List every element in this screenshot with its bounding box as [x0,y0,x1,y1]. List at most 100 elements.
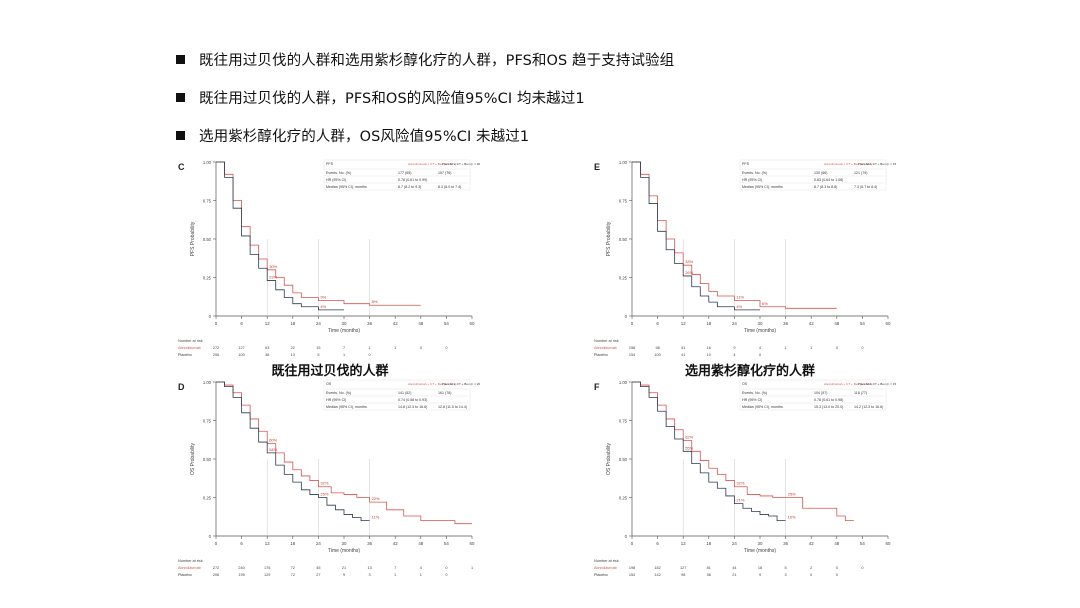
risk-table-header: Number at risk [178,339,203,343]
panel-letter: C [178,162,185,172]
x-tick-label: 6 [656,321,659,326]
y-axis-label: OS Probability [606,443,612,475]
risk-row-value: 4 [759,346,761,350]
risk-row-value: 154 [629,573,635,577]
risk-row-value: 10 [707,353,711,357]
risk-row-value: 18 [758,566,762,570]
landmark-annotation: 4% [736,304,742,309]
stats-value-atezolizumab: 8.7 (8.3 to 8.8) [814,185,837,189]
placebo-curve [632,381,786,521]
risk-row-value: 22 [291,346,295,350]
stats-row-label: Events, No. (%) [742,391,767,395]
risk-row-value: 240 [238,566,244,570]
x-axis-label: Time (months) [328,548,360,554]
risk-row-value: 0 [861,566,863,570]
x-tick-label: 24 [316,541,321,546]
x-axis-label: Time (months) [744,328,776,334]
y-tick-label: 0.50 [619,457,628,462]
risk-row-value: 44 [732,566,736,570]
risk-row-value: 0 [836,566,838,570]
risk-row-value: 58 [707,573,711,577]
risk-row-label: Placebo [178,353,192,357]
km-chart-f: F00.250.500.751.000 6 12 18 24 30 36 42 48 54 60OS… [590,378,896,582]
landmark-annotation: 25% [320,492,328,497]
stats-value-atezolizumab: 0.78 (0.61 to 0.98) [814,398,843,402]
x-tick-label: 42 [809,321,814,326]
y-tick-label: 0.75 [203,199,212,204]
landmark-annotation: 23% [269,275,277,280]
panel-letter: D [178,382,185,392]
stats-table [739,159,887,191]
y-tick-label: 1.00 [203,380,212,385]
x-tick-label: 54 [444,541,449,546]
x-tick-label: 6 [240,321,243,326]
stats-value-placebo: 12.8 (11.5 to 14.4) [438,405,467,409]
risk-row-value: 9 [343,573,345,577]
x-tick-label: 60 [886,541,891,546]
bullet-square-icon [176,130,185,140]
x-tick-label: 12 [265,541,270,546]
risk-row-value: 21 [732,573,736,577]
risk-row-value: 0 [420,346,422,350]
landmark-annotation: 62% [685,435,693,440]
x-tick-label: 30 [758,321,763,326]
risk-row-value: 1 [471,566,473,570]
atezolizumab-curve [632,161,837,309]
risk-table-header: Number at risk [594,339,619,343]
risk-row-value: 129 [264,573,270,577]
atezolizumab-curve [216,381,472,525]
risk-row-value: 2 [810,566,812,570]
stats-value-placebo: 157 (76) [438,171,451,175]
stats-value-placebo: 14.2 (12.3 to 16.6) [854,405,883,409]
risk-row-label: Atezolizumab [178,566,201,570]
bullet-item: 选用紫杉醇化疗的人群，OS风险值95%CI 未越过1 [176,116,996,154]
stats-row-label: HR (95% CI) [742,178,762,182]
x-tick-label: 12 [681,321,686,326]
risk-row-value: 272 [213,346,219,350]
placebo-curve [216,161,344,311]
risk-row-value: 13 [367,566,371,570]
risk-row-value: 127 [238,346,244,350]
risk-row-value: 41 [681,353,685,357]
risk-row-label: Placebo [594,573,608,577]
risk-row-value: 63 [265,346,269,350]
y-tick-label: 0 [625,314,628,319]
landmark-annotation: 9% [320,295,326,300]
risk-row-value: 7 [343,346,345,350]
risk-row-value: 9 [759,573,761,577]
landmark-annotation: 11% [372,515,380,520]
stats-value-atezolizumab: 0.83 (0.64 to 1.08) [814,178,843,182]
risk-table-header: Number at risk [594,559,619,563]
x-tick-label: 6 [240,541,243,546]
x-tick-label: 18 [290,541,295,546]
risk-row-value: 182 [654,566,660,570]
stats-row-label: Median (95% CI), months [326,405,367,409]
x-tick-label: 0 [631,321,634,326]
risk-row-value: 0 [445,573,447,577]
x-tick-label: 0 [631,541,634,546]
stats-header-atezolizumab: Atezolizumab + CT + Bev (n = 272) [408,162,456,166]
placebo-curve [216,381,370,521]
x-tick-label: 54 [860,321,865,326]
risk-table-header: Number at risk [178,559,203,563]
risk-row-value: 0 [759,353,761,357]
y-tick-label: 0 [209,314,212,319]
x-tick-label: 12 [681,541,686,546]
y-tick-label: 0.75 [619,199,628,204]
stats-header-placebo: Placebo + CT + Bev (n = 206) [442,162,480,166]
x-tick-label: 36 [783,541,788,546]
risk-row-value: 154 [629,353,635,357]
risk-row-value: 38 [265,353,269,357]
stats-value-atezolizumab: 130 (66) [814,171,827,175]
risk-row-value: 0 [836,346,838,350]
risk-row-value: 4 [733,353,735,357]
risk-row-value: 13 [291,353,295,357]
x-tick-label: 60 [470,541,475,546]
y-tick-label: 0.25 [203,496,212,501]
stats-value-atezolizumab: 0.78 (0.61 to 0.99) [398,178,427,182]
stats-header-atezolizumab: Atezolizumab + CT + Bev (n = 198) [824,382,872,386]
stats-header-label: OS [326,382,332,386]
risk-row-value: 5 [317,353,319,357]
landmark-annotation: 30% [269,264,277,269]
x-tick-label: 36 [783,321,788,326]
